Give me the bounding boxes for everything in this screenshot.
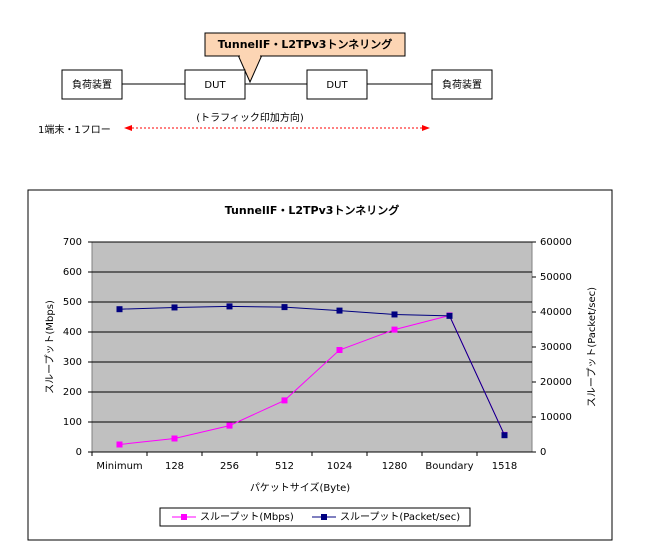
x-tick-label: 1024	[327, 461, 352, 472]
y2-tick-label: 50000	[540, 272, 572, 283]
series-line	[119, 314, 505, 445]
node-box	[306, 69, 368, 100]
marker	[446, 312, 453, 319]
chart-title: TunnelIF・L2TPv3トンネリング	[225, 203, 399, 217]
marker	[336, 347, 343, 353]
marker	[391, 326, 398, 333]
y-tick-label: 0	[76, 447, 82, 458]
y2-axis-label: スループット(Packet/sec)	[586, 287, 598, 407]
y2-tick-label: 40000	[540, 307, 572, 318]
node-box	[61, 69, 123, 100]
x-tick-label: 256	[220, 461, 239, 472]
callout-join	[240, 54, 260, 57]
y-tick-label: 700	[63, 237, 82, 248]
y-tick-label: 200	[63, 387, 82, 398]
node-box	[184, 69, 246, 100]
y2-tick-label: 30000	[540, 342, 572, 353]
node-label: DUT	[326, 80, 348, 91]
y-tick-label: 600	[63, 267, 82, 278]
arrow-head	[124, 125, 132, 131]
y2-tick-label: 60000	[540, 237, 572, 248]
callout-box	[204, 32, 406, 57]
node-box	[431, 69, 493, 100]
y-tick-label: 400	[63, 327, 82, 338]
y-tick-label: 300	[63, 357, 82, 368]
legend-marker	[321, 514, 327, 520]
series-line	[119, 305, 505, 436]
marker	[281, 397, 288, 404]
x-tick-label: 1518	[492, 461, 517, 472]
marker	[171, 435, 178, 442]
marker	[116, 441, 123, 448]
marker	[281, 304, 288, 311]
node-label: 負荷装置	[72, 78, 112, 91]
flow-label: 1端末・1フロー	[38, 123, 111, 136]
y-tick-label: 100	[63, 417, 82, 428]
y2-tick-label: 20000	[540, 377, 572, 388]
y-tick-label: 500	[63, 297, 82, 308]
x-tick-label: 512	[275, 461, 294, 472]
marker	[226, 422, 233, 429]
y2-tick-label: 10000	[540, 412, 572, 423]
direction-label: (トラフィック印加方向)	[196, 111, 304, 124]
arrow-head	[422, 125, 430, 131]
legend-marker	[181, 514, 187, 520]
marker	[336, 307, 343, 314]
plot-area	[91, 241, 533, 453]
node-label: 負荷装置	[442, 78, 482, 91]
y2-tick-label: 0	[540, 447, 546, 458]
callout-text: TunnelIF・L2TPv3トンネリング	[218, 37, 392, 51]
legend-label: スループット(Mbps)	[200, 511, 294, 523]
x-tick-label: 1280	[382, 461, 407, 472]
marker	[391, 311, 398, 318]
node-label: DUT	[204, 80, 226, 91]
y-axis-label: スループット(Mbps)	[44, 300, 56, 394]
marker	[226, 303, 233, 310]
x-tick-label: Boundary	[425, 461, 473, 472]
x-tick-label: Minimum	[96, 461, 142, 472]
marker	[171, 304, 178, 311]
marker	[501, 432, 508, 439]
x-tick-label: 128	[165, 461, 184, 472]
legend-label: スループット(Packet/sec)	[340, 511, 460, 523]
marker	[116, 306, 123, 313]
x-axis-label: パケットサイズ(Byte)	[250, 481, 350, 494]
